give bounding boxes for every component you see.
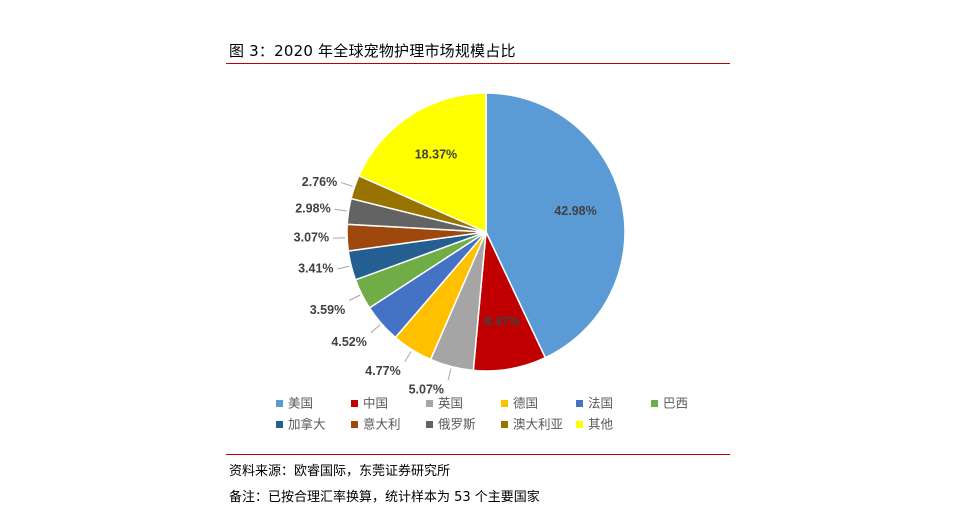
title-divider [226,63,730,64]
legend-swatch [276,421,283,428]
legend-label: 澳大利亚 [513,417,563,432]
legend-label: 意大利 [363,417,401,432]
legend-item: 美国 [276,396,313,411]
legend-label: 加拿大 [288,417,326,432]
leader-line [334,208,347,212]
legend-swatch [426,421,433,428]
legend-swatch [501,400,508,407]
leader-line [370,324,381,334]
legend-item: 中国 [351,396,388,411]
legend-swatch [426,400,433,407]
legend-swatch [351,421,358,428]
pie-data-label: 5.07% [409,383,444,397]
legend-item: 巴西 [651,396,688,411]
pie-data-label: 2.98% [295,202,330,216]
pie-data-label: 3.41% [298,261,333,275]
pie-data-label: 18.37% [415,147,457,161]
pie-data-label: 4.52% [331,335,366,349]
legend-swatch [276,400,283,407]
legend-item: 澳大利亚 [501,417,563,432]
remark-note: 备注：已按合理汇率换算，统计样本为 53 个主要国家 [229,490,540,505]
legend-label: 中国 [363,396,388,411]
leader-line [337,265,350,270]
pie-data-labels: 42.98% 8.47% 5.07% 4.77% 4.52% 3.59% 3.41% 3.07… [294,147,597,396]
pie-data-label: 2.76% [302,175,337,189]
legend-label: 其他 [588,417,614,432]
leader-line [404,351,412,362]
legend-label: 巴西 [663,396,688,411]
legend-label: 法国 [588,396,613,411]
pie-data-label: 3.59% [310,303,345,317]
legend-label: 俄罗斯 [438,417,476,432]
legend-label: 英国 [438,396,463,411]
pie-data-label: 42.98% [554,204,596,218]
source-note: 资料来源：欧睿国际，东莞证券研究所 [229,464,451,479]
leader-line [447,368,452,381]
pie-data-label: 4.77% [365,364,400,378]
leader-line [341,181,353,187]
legend-label: 德国 [513,396,538,411]
pie-slices [346,92,626,372]
legend-swatch [576,400,583,407]
legend-item: 意大利 [351,417,401,432]
legend-item: 德国 [501,396,538,411]
legend-swatch [576,421,583,428]
footer-divider [226,454,730,455]
legend-item: 法国 [576,396,613,411]
leader-line [348,294,361,301]
pie-data-label: 3.07% [294,231,329,245]
legend-swatch [501,421,508,428]
legend-item: 英国 [426,396,463,411]
legend-label: 美国 [288,396,313,411]
figure-title: 图 3：2020 年全球宠物护理市场规模占比 [229,42,516,60]
legend-item: 加拿大 [276,417,326,432]
pie-slice [485,92,626,359]
legend-item: 其他 [576,417,614,432]
pie-data-label: 8.47% [484,315,519,329]
legend-swatch [351,400,358,407]
pie-slice [357,92,487,234]
legend-item: 俄罗斯 [426,417,476,432]
legend-swatch [651,400,658,407]
